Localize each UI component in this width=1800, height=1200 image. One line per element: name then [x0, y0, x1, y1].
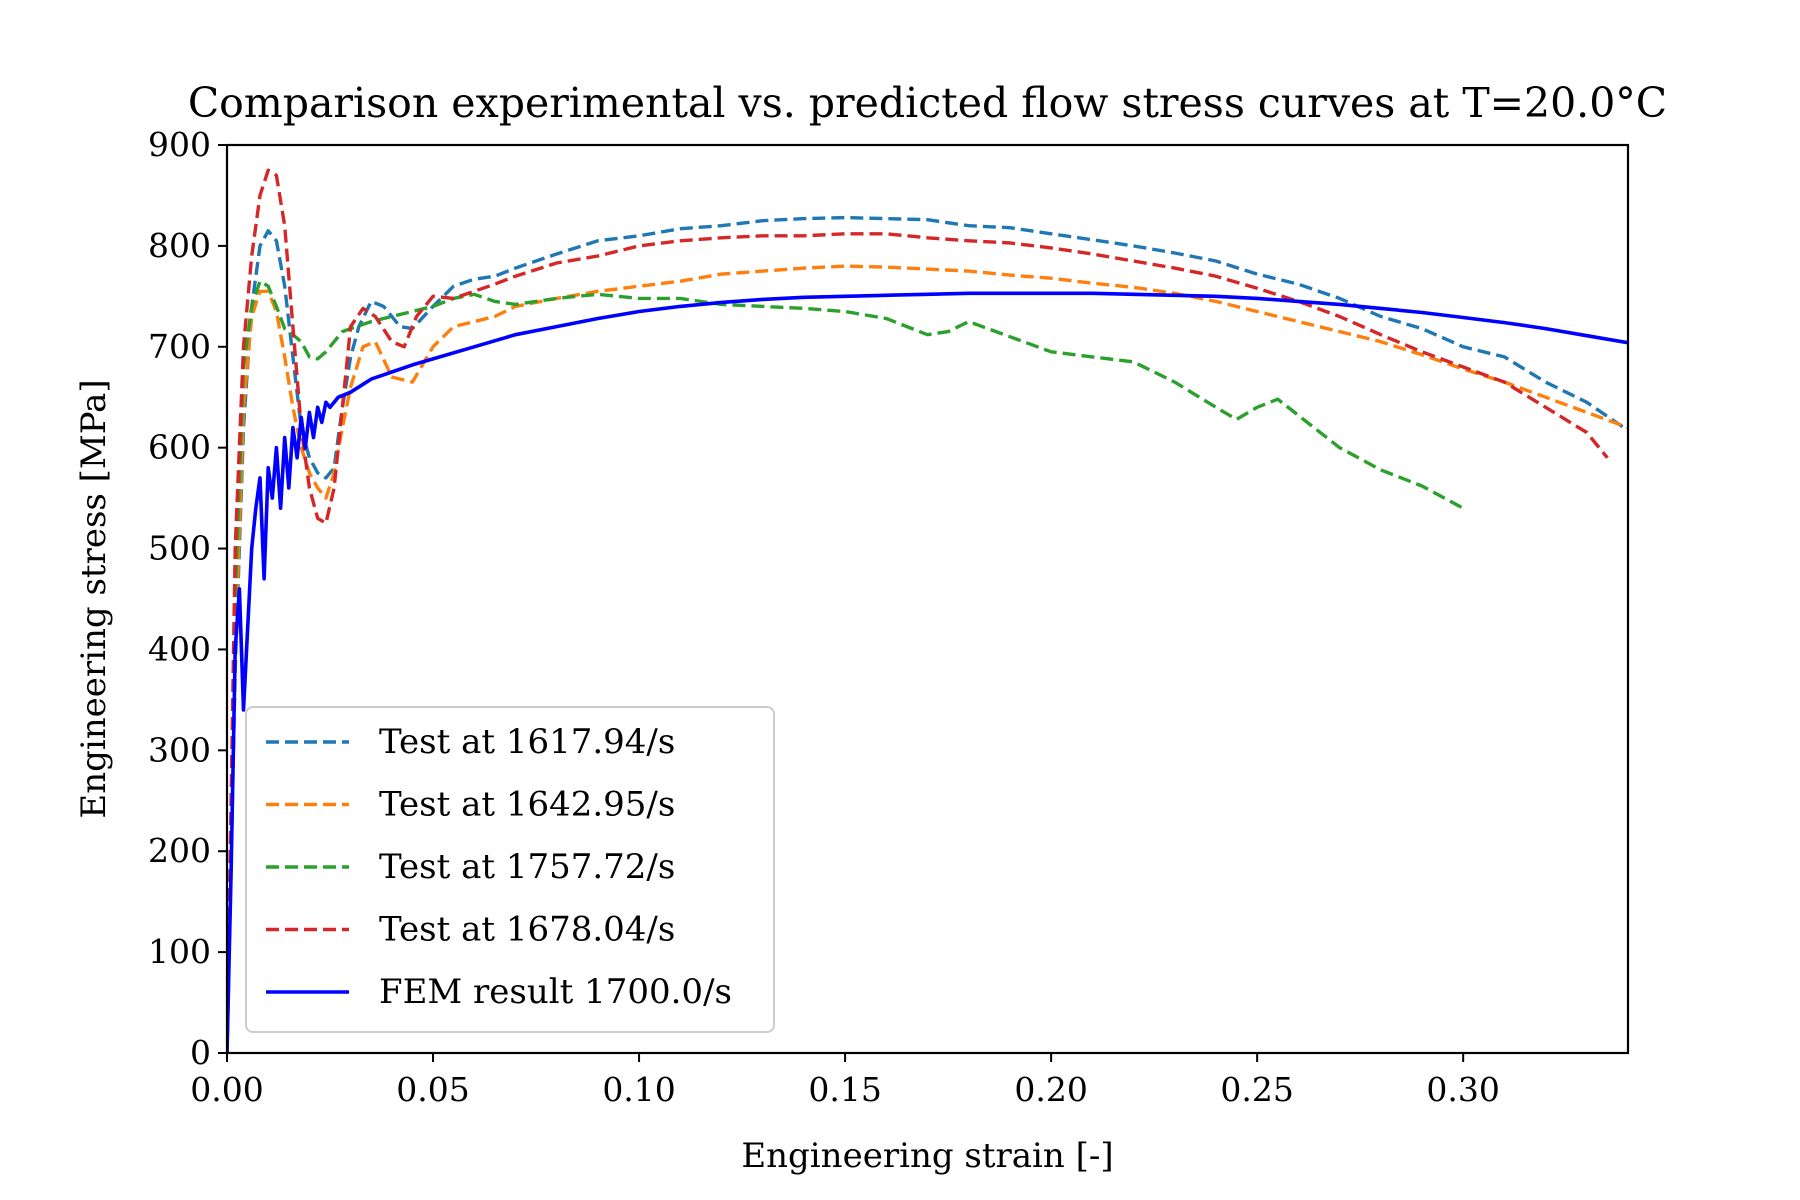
- x-tick-label: 0.15: [808, 1070, 881, 1109]
- legend-label: FEM result 1700.0/s: [379, 972, 732, 1012]
- chart-title: Comparison experimental vs. predicted fl…: [188, 79, 1667, 127]
- y-tick-label: 700: [148, 327, 211, 366]
- x-tick-label: 0.10: [602, 1070, 675, 1109]
- x-tick-label: 0.25: [1220, 1070, 1293, 1109]
- x-tick-label: 0.20: [1014, 1070, 1087, 1109]
- y-axis-ticks: 0 100 200 300 400 500 600 700 800 900: [148, 125, 227, 1072]
- legend-label: Test at 1678.04/s: [379, 910, 675, 950]
- y-tick-label: 500: [148, 529, 211, 568]
- legend-box: [245, 706, 775, 1033]
- y-tick-label: 0: [190, 1033, 211, 1072]
- x-tick-label: 0.30: [1426, 1070, 1499, 1109]
- y-tick-label: 100: [148, 932, 211, 971]
- legend-label: Test at 1757.72/s: [379, 847, 675, 887]
- y-tick-label: 600: [148, 428, 211, 467]
- plot-area-frame: [225, 143, 1630, 1055]
- x-tick-label: 0.05: [396, 1070, 469, 1109]
- legend-label: Test at 1642.95/s: [379, 785, 675, 825]
- y-tick-label: 200: [148, 831, 211, 870]
- x-tick-label: 0.00: [190, 1070, 263, 1109]
- series-line-1: [227, 215, 1628, 1053]
- x-axis-ticks: 0.00 0.05 0.10 0.15 0.20 0.25 0.30: [190, 1053, 1500, 1109]
- series-layer: [227, 168, 1628, 1053]
- legend-label: Test at 1617.94/s: [379, 722, 675, 762]
- series-line-4: [227, 168, 1609, 1053]
- series-line-5: [227, 291, 1628, 1053]
- y-axis-label: Engineering stress [MPa]: [74, 379, 114, 818]
- legend: Test at 1617.94/s Test at 1642.95/s Test a…: [245, 706, 775, 1033]
- series-line-2: [227, 264, 1628, 1053]
- x-axis-label: Engineering strain [-]: [741, 1136, 1113, 1176]
- y-tick-label: 800: [148, 226, 211, 265]
- y-tick-label: 900: [148, 125, 211, 164]
- y-tick-label: 300: [148, 730, 211, 769]
- y-tick-label: 400: [148, 629, 211, 668]
